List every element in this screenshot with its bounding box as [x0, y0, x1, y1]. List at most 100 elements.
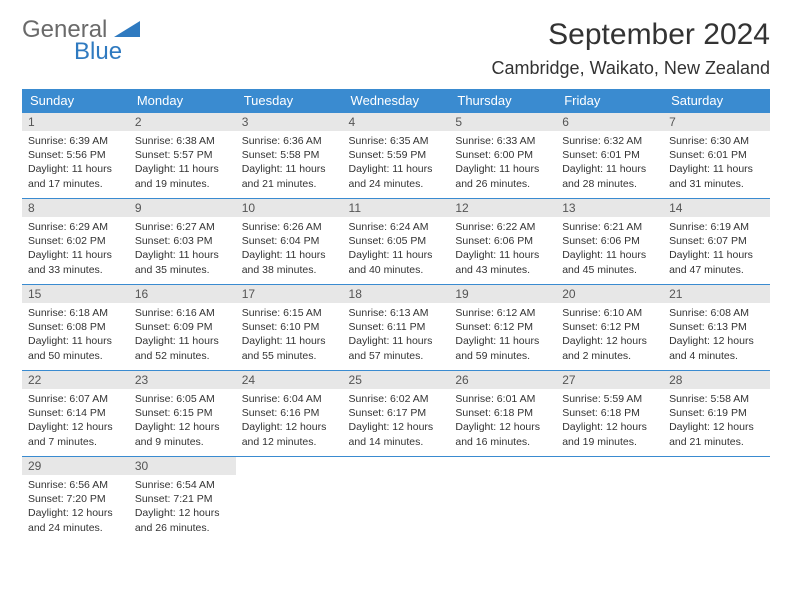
col-friday: Friday — [556, 89, 663, 113]
day-sunset: Sunset: 7:21 PM — [135, 492, 230, 506]
day-number: 29 — [22, 457, 129, 475]
day-sunrise: Sunrise: 6:15 AM — [242, 306, 337, 320]
day-cell: 6Sunrise: 6:32 AMSunset: 6:01 PMDaylight… — [556, 113, 663, 199]
day-sunset: Sunset: 6:05 PM — [349, 234, 444, 248]
day-day2: and 26 minutes. — [135, 521, 230, 535]
day-details: Sunrise: 6:21 AMSunset: 6:06 PMDaylight:… — [556, 217, 663, 283]
day-day2: and 4 minutes. — [669, 349, 764, 363]
day-cell: 25Sunrise: 6:02 AMSunset: 6:17 PMDayligh… — [343, 371, 450, 457]
day-number: 19 — [449, 285, 556, 303]
day-details: Sunrise: 6:33 AMSunset: 6:00 PMDaylight:… — [449, 131, 556, 197]
day-sunrise: Sunrise: 6:19 AM — [669, 220, 764, 234]
day-sunrise: Sunrise: 6:38 AM — [135, 134, 230, 148]
day-details: Sunrise: 6:19 AMSunset: 6:07 PMDaylight:… — [663, 217, 770, 283]
day-details: Sunrise: 6:02 AMSunset: 6:17 PMDaylight:… — [343, 389, 450, 455]
day-sunrise: Sunrise: 6:21 AM — [562, 220, 657, 234]
day-day1: Daylight: 11 hours — [242, 248, 337, 262]
day-sunrise: Sunrise: 6:04 AM — [242, 392, 337, 406]
day-day2: and 21 minutes. — [242, 177, 337, 191]
day-day1: Daylight: 11 hours — [669, 162, 764, 176]
day-number: 23 — [129, 371, 236, 389]
day-day1: Daylight: 11 hours — [135, 248, 230, 262]
day-details: Sunrise: 6:08 AMSunset: 6:13 PMDaylight:… — [663, 303, 770, 369]
day-day1: Daylight: 11 hours — [669, 248, 764, 262]
col-saturday: Saturday — [663, 89, 770, 113]
day-cell: 15Sunrise: 6:18 AMSunset: 6:08 PMDayligh… — [22, 285, 129, 371]
day-sunrise: Sunrise: 6:13 AM — [349, 306, 444, 320]
day-sunset: Sunset: 6:01 PM — [669, 148, 764, 162]
day-cell: 20Sunrise: 6:10 AMSunset: 6:12 PMDayligh… — [556, 285, 663, 371]
day-day1: Daylight: 11 hours — [562, 248, 657, 262]
day-sunrise: Sunrise: 6:22 AM — [455, 220, 550, 234]
day-day1: Daylight: 11 hours — [242, 162, 337, 176]
day-details: Sunrise: 6:10 AMSunset: 6:12 PMDaylight:… — [556, 303, 663, 369]
day-details: Sunrise: 6:05 AMSunset: 6:15 PMDaylight:… — [129, 389, 236, 455]
col-tuesday: Tuesday — [236, 89, 343, 113]
day-number: 6 — [556, 113, 663, 131]
day-sunrise: Sunrise: 6:56 AM — [28, 478, 123, 492]
day-cell: 17Sunrise: 6:15 AMSunset: 6:10 PMDayligh… — [236, 285, 343, 371]
day-number: 2 — [129, 113, 236, 131]
logo: General Blue — [22, 18, 140, 64]
day-number: 28 — [663, 371, 770, 389]
day-sunrise: Sunrise: 6:27 AM — [135, 220, 230, 234]
day-day1: Daylight: 12 hours — [562, 334, 657, 348]
logo-text: General Blue — [22, 18, 140, 64]
day-day1: Daylight: 12 hours — [455, 420, 550, 434]
day-day2: and 47 minutes. — [669, 263, 764, 277]
day-sunrise: Sunrise: 6:08 AM — [669, 306, 764, 320]
day-day2: and 59 minutes. — [455, 349, 550, 363]
day-number: 9 — [129, 199, 236, 217]
day-day1: Daylight: 12 hours — [135, 420, 230, 434]
day-details: Sunrise: 5:59 AMSunset: 6:18 PMDaylight:… — [556, 389, 663, 455]
day-day2: and 40 minutes. — [349, 263, 444, 277]
day-cell — [663, 457, 770, 543]
day-details: Sunrise: 6:39 AMSunset: 5:56 PMDaylight:… — [22, 131, 129, 197]
day-sunrise: Sunrise: 5:58 AM — [669, 392, 764, 406]
day-details: Sunrise: 6:38 AMSunset: 5:57 PMDaylight:… — [129, 131, 236, 197]
day-sunset: Sunset: 6:12 PM — [562, 320, 657, 334]
day-sunset: Sunset: 6:09 PM — [135, 320, 230, 334]
day-sunrise: Sunrise: 6:39 AM — [28, 134, 123, 148]
day-details: Sunrise: 6:22 AMSunset: 6:06 PMDaylight:… — [449, 217, 556, 283]
day-details: Sunrise: 6:01 AMSunset: 6:18 PMDaylight:… — [449, 389, 556, 455]
logo-word-blue: Blue — [74, 40, 140, 64]
day-cell: 19Sunrise: 6:12 AMSunset: 6:12 PMDayligh… — [449, 285, 556, 371]
day-sunset: Sunset: 6:06 PM — [455, 234, 550, 248]
day-sunset: Sunset: 6:15 PM — [135, 406, 230, 420]
col-wednesday: Wednesday — [343, 89, 450, 113]
day-cell: 2Sunrise: 6:38 AMSunset: 5:57 PMDaylight… — [129, 113, 236, 199]
day-day1: Daylight: 11 hours — [349, 248, 444, 262]
day-day2: and 55 minutes. — [242, 349, 337, 363]
day-cell: 1Sunrise: 6:39 AMSunset: 5:56 PMDaylight… — [22, 113, 129, 199]
day-number: 8 — [22, 199, 129, 217]
day-number: 4 — [343, 113, 450, 131]
day-cell: 21Sunrise: 6:08 AMSunset: 6:13 PMDayligh… — [663, 285, 770, 371]
day-details: Sunrise: 6:27 AMSunset: 6:03 PMDaylight:… — [129, 217, 236, 283]
day-cell — [449, 457, 556, 543]
day-sunset: Sunset: 6:08 PM — [28, 320, 123, 334]
day-number: 14 — [663, 199, 770, 217]
day-sunrise: Sunrise: 6:07 AM — [28, 392, 123, 406]
day-day1: Daylight: 11 hours — [28, 162, 123, 176]
day-number: 12 — [449, 199, 556, 217]
day-day2: and 24 minutes. — [28, 521, 123, 535]
day-day2: and 50 minutes. — [28, 349, 123, 363]
day-day2: and 14 minutes. — [349, 435, 444, 449]
day-day1: Daylight: 11 hours — [455, 334, 550, 348]
day-sunset: Sunset: 6:14 PM — [28, 406, 123, 420]
day-details: Sunrise: 6:07 AMSunset: 6:14 PMDaylight:… — [22, 389, 129, 455]
day-sunrise: Sunrise: 6:30 AM — [669, 134, 764, 148]
day-sunset: Sunset: 6:10 PM — [242, 320, 337, 334]
day-day1: Daylight: 12 hours — [349, 420, 444, 434]
day-number: 10 — [236, 199, 343, 217]
day-details: Sunrise: 6:13 AMSunset: 6:11 PMDaylight:… — [343, 303, 450, 369]
day-day2: and 19 minutes. — [562, 435, 657, 449]
day-number: 21 — [663, 285, 770, 303]
day-details: Sunrise: 6:30 AMSunset: 6:01 PMDaylight:… — [663, 131, 770, 197]
week-row: 29Sunrise: 6:56 AMSunset: 7:20 PMDayligh… — [22, 457, 770, 543]
day-sunrise: Sunrise: 6:24 AM — [349, 220, 444, 234]
day-sunrise: Sunrise: 5:59 AM — [562, 392, 657, 406]
day-day1: Daylight: 12 hours — [242, 420, 337, 434]
day-sunset: Sunset: 6:06 PM — [562, 234, 657, 248]
